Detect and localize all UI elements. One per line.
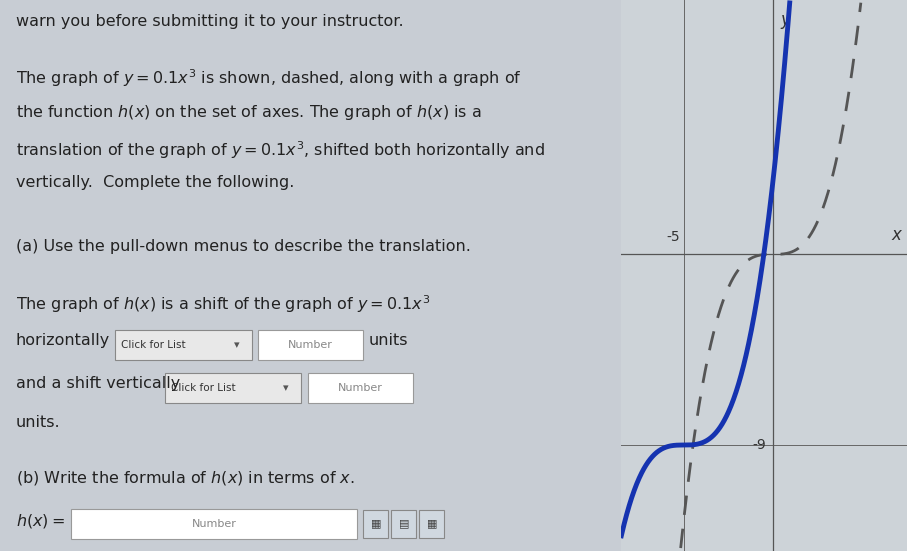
FancyBboxPatch shape — [258, 329, 364, 360]
Text: (a) Use the pull-down menus to describe the translation.: (a) Use the pull-down menus to describe … — [15, 239, 471, 255]
Text: Number: Number — [288, 340, 333, 350]
FancyBboxPatch shape — [72, 509, 357, 539]
Text: (b) Write the formula of $h(x)$ in terms of $x$.: (b) Write the formula of $h(x)$ in terms… — [15, 468, 354, 487]
Text: translation of the graph of $y = 0.1x^3$, shifted both horizontally and: translation of the graph of $y = 0.1x^3$… — [15, 139, 544, 161]
Text: $h(x) =$: $h(x) =$ — [15, 511, 64, 530]
Text: ▦: ▦ — [426, 518, 437, 529]
Text: units.: units. — [15, 415, 60, 430]
Text: units: units — [368, 332, 408, 348]
Text: The graph of $y = 0.1x^3$ is shown, dashed, along with a graph of: The graph of $y = 0.1x^3$ is shown, dash… — [15, 68, 522, 89]
FancyBboxPatch shape — [165, 372, 301, 403]
Text: y: y — [780, 10, 790, 29]
Text: and a shift vertically: and a shift vertically — [15, 376, 180, 391]
FancyBboxPatch shape — [115, 329, 251, 360]
Text: Click for List: Click for List — [171, 383, 236, 393]
Text: horizontally: horizontally — [15, 332, 110, 348]
Text: the function $h(x)$ on the set of axes. The graph of $h(x)$ is a: the function $h(x)$ on the set of axes. … — [15, 104, 482, 122]
Text: The graph of $h(x)$ is a shift of the graph of $y = 0.1x^3$: The graph of $h(x)$ is a shift of the gr… — [15, 293, 430, 315]
FancyBboxPatch shape — [307, 372, 414, 403]
FancyBboxPatch shape — [419, 510, 444, 537]
Text: Number: Number — [192, 519, 237, 529]
Text: ▾: ▾ — [234, 340, 239, 350]
Text: -5: -5 — [667, 230, 680, 244]
FancyBboxPatch shape — [364, 510, 388, 537]
Text: x: x — [892, 226, 902, 244]
Text: ▤: ▤ — [398, 518, 409, 529]
FancyBboxPatch shape — [392, 510, 416, 537]
Text: warn you before submitting it to your instructor.: warn you before submitting it to your in… — [15, 14, 403, 29]
Text: -9: -9 — [752, 438, 766, 452]
Text: vertically.  Complete the following.: vertically. Complete the following. — [15, 175, 294, 190]
Text: ▦: ▦ — [371, 518, 381, 529]
Text: ▾: ▾ — [283, 383, 289, 393]
Text: Click for List: Click for List — [122, 340, 186, 350]
Text: Number: Number — [338, 383, 383, 393]
